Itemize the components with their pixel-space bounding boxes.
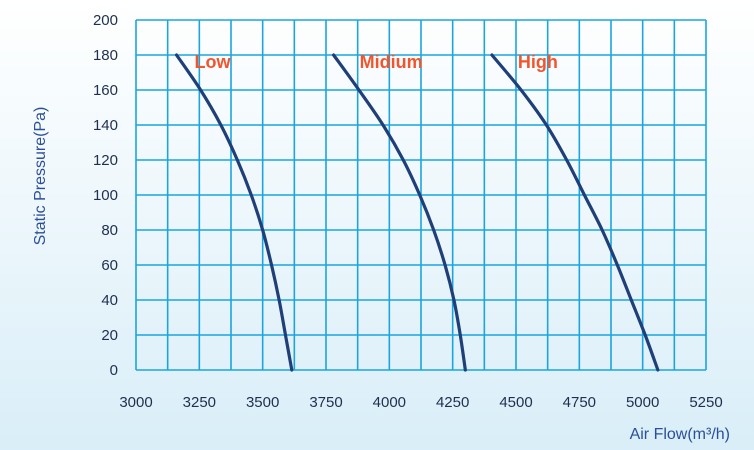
series-curve-high: [490, 53, 660, 372]
y-tick-label: 60: [101, 257, 118, 274]
x-tick-label: 3000: [119, 394, 152, 411]
x-tick-label: 4500: [499, 394, 532, 411]
x-tick-label: 4250: [436, 394, 469, 411]
x-tick-label: 5250: [689, 394, 722, 411]
series-label-midium: Midium: [360, 52, 423, 72]
x-tick-label: 4750: [563, 394, 596, 411]
series-label-low: Low: [195, 52, 232, 72]
x-tick-label: 4000: [373, 394, 406, 411]
series-curve-midium: [332, 53, 467, 372]
y-tick-label: 140: [93, 117, 118, 134]
x-tick-label: 3750: [309, 394, 342, 411]
y-tick-label: 40: [101, 292, 118, 309]
y-tick-label: 160: [93, 82, 118, 99]
y-tick-label: 20: [101, 327, 118, 344]
y-axis-title: Static Pressure(Pa): [32, 107, 49, 246]
x-tick-label: 3250: [183, 394, 216, 411]
y-tick-label: 100: [93, 187, 118, 204]
y-tick-label: 120: [93, 152, 118, 169]
x-tick-label: 5000: [626, 394, 659, 411]
series-labels: Low Midium High: [195, 52, 558, 72]
y-tick-label: 0: [110, 362, 118, 379]
y-tick-label: 180: [93, 47, 118, 64]
y-tick-label: 80: [101, 222, 118, 239]
tick-labels: 3000 3250 3500 3750 4000 4250 4500 4750 5000 5250…: [93, 12, 723, 411]
x-axis-title: Air Flow(m³/h): [630, 426, 730, 443]
series-curve-low: [174, 53, 294, 372]
series-label-high: High: [518, 52, 558, 72]
series-curves: [174, 53, 660, 372]
x-tick-label: 3500: [246, 394, 279, 411]
y-tick-label: 200: [93, 12, 118, 29]
